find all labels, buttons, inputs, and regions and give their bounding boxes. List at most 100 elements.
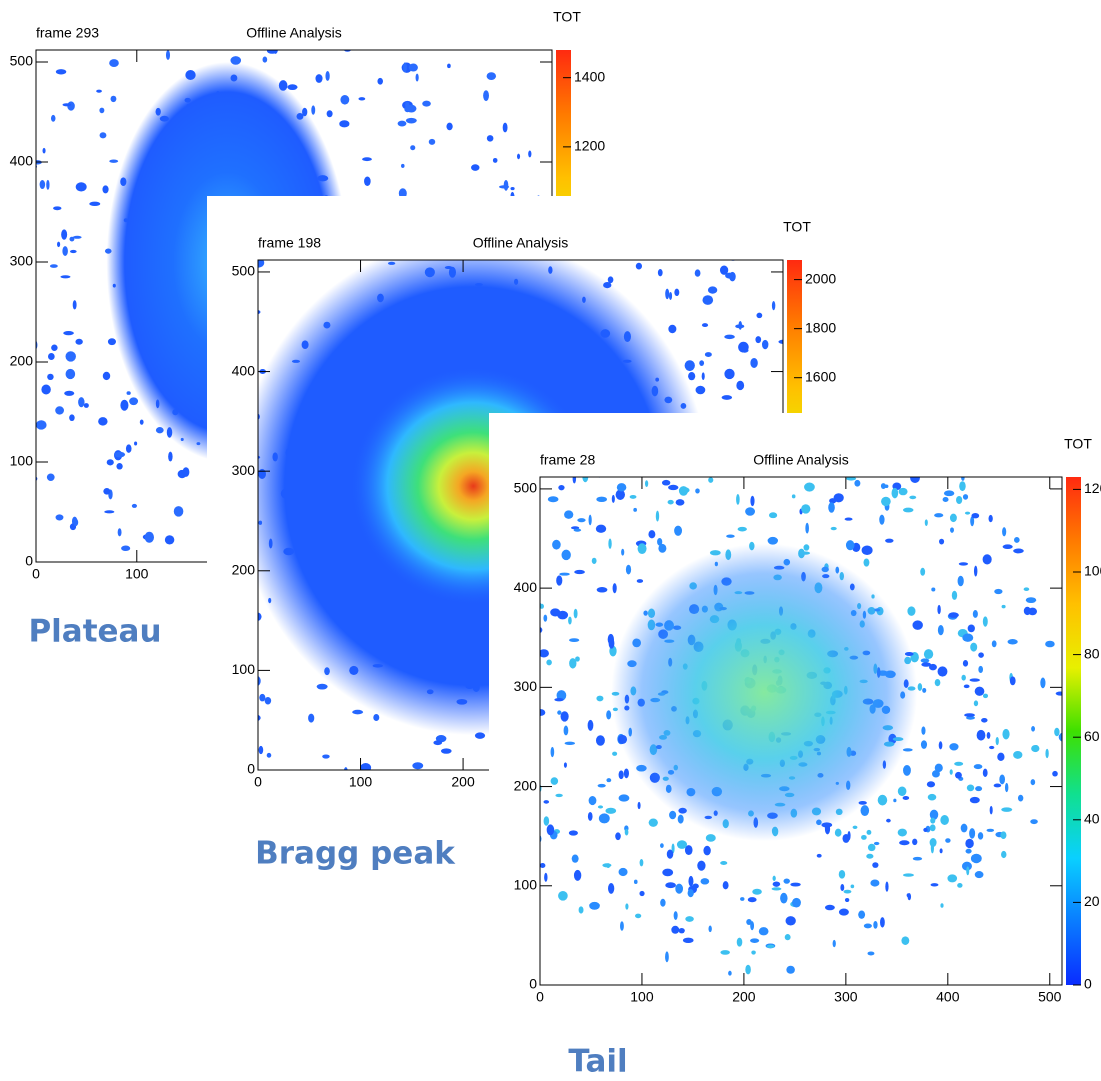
hit-cluster <box>608 276 614 283</box>
hit-cluster <box>517 154 520 160</box>
hit-cluster <box>317 684 328 690</box>
y-tick-label: 200 <box>514 777 538 793</box>
hit-cluster <box>994 589 1002 594</box>
hit-cluster <box>920 568 925 576</box>
y-tick-label: 500 <box>232 263 256 279</box>
y-tick-label: 0 <box>529 976 537 992</box>
hit-cluster <box>833 940 836 947</box>
hit-cluster <box>708 286 717 293</box>
hit-cluster <box>325 71 329 81</box>
hit-cluster <box>51 344 57 350</box>
hit-cluster <box>943 497 949 502</box>
z-tick-label: 1600 <box>805 368 836 384</box>
hit-cluster <box>412 762 423 769</box>
hit-cluster <box>606 778 611 782</box>
hit-cluster <box>1002 605 1006 608</box>
hit-cluster <box>959 481 966 491</box>
hit-cluster <box>697 861 705 871</box>
hit-cluster <box>660 843 664 848</box>
hit-cluster <box>983 769 988 777</box>
hit-cluster <box>925 519 928 526</box>
hit-cluster <box>934 513 943 517</box>
hit-cluster <box>166 50 170 60</box>
hit-cluster <box>708 477 713 483</box>
hit-cluster <box>724 369 734 379</box>
hit-cluster <box>752 889 762 895</box>
hit-cluster <box>750 496 754 506</box>
hit-cluster <box>142 592 147 597</box>
hit-cluster <box>967 785 974 792</box>
hit-cluster <box>839 909 849 916</box>
hit-cluster <box>739 321 743 330</box>
z-tick-label: 0 <box>1084 976 1092 992</box>
hit-cluster <box>780 893 787 904</box>
hit-cluster <box>114 452 125 458</box>
y-tick-label: 0 <box>247 761 255 777</box>
y-tick-label: 500 <box>10 53 34 69</box>
hit-cluster <box>921 740 927 749</box>
hit-cluster <box>579 906 584 913</box>
hit-cluster <box>615 832 621 840</box>
hit-cluster <box>84 403 89 408</box>
hit-cluster <box>700 878 709 884</box>
hit-cluster <box>416 74 419 82</box>
hit-cluster <box>100 132 107 138</box>
hit-cluster <box>116 463 122 470</box>
hit-cluster <box>903 796 910 800</box>
hit-cluster <box>550 608 560 616</box>
hit-cluster <box>950 514 957 523</box>
hit-cluster <box>47 374 54 380</box>
hit-cluster <box>938 625 944 635</box>
hit-cluster <box>868 844 876 851</box>
hit-cluster <box>168 452 172 462</box>
hit-cluster <box>1018 795 1023 802</box>
hit-cluster <box>665 882 676 888</box>
hit-cluster <box>989 746 994 749</box>
hit-cluster <box>40 180 46 189</box>
hit-cluster <box>259 694 265 702</box>
hit-cluster <box>145 532 154 543</box>
hit-cluster <box>615 170 622 178</box>
y-tick-label: 500 <box>514 480 538 496</box>
hit-cluster <box>930 818 935 824</box>
hit-cluster <box>873 921 877 929</box>
hit-cluster <box>945 838 950 843</box>
hit-cluster <box>746 919 752 925</box>
hit-cluster <box>928 794 937 801</box>
hit-cluster <box>935 679 941 686</box>
hit-cluster <box>480 809 488 812</box>
hit-cluster <box>901 936 909 945</box>
hit-cluster <box>720 950 730 955</box>
hit-cluster <box>978 832 983 839</box>
hit-cluster <box>168 637 179 643</box>
hit-cluster <box>598 805 603 808</box>
hit-cluster <box>912 839 917 845</box>
hit-cluster <box>598 784 606 788</box>
hit-cluster <box>1031 726 1035 732</box>
hit-cluster <box>561 550 570 561</box>
hit-cluster <box>564 726 569 736</box>
hit-cluster <box>786 916 796 925</box>
hit-cluster <box>263 57 268 63</box>
caption: Tail <box>568 1044 627 1080</box>
hit-cluster <box>751 950 756 954</box>
x-tick-label: 0 <box>536 989 544 1005</box>
hit-cluster <box>188 640 195 651</box>
hit-cluster <box>127 391 131 395</box>
hit-cluster <box>878 795 888 806</box>
hit-cluster <box>638 543 647 554</box>
hit-cluster <box>828 502 835 513</box>
hit-cluster <box>109 159 118 162</box>
hit-cluster <box>102 185 108 193</box>
hit-cluster <box>446 123 452 131</box>
hit-cluster <box>862 546 873 556</box>
hit-cluster <box>737 938 743 947</box>
hit-cluster <box>543 800 549 804</box>
hit-cluster <box>183 467 190 477</box>
hit-cluster <box>565 742 575 745</box>
hit-cluster <box>589 515 592 526</box>
hit-cluster <box>923 828 927 832</box>
hit-cluster <box>104 510 114 513</box>
hit-cluster <box>805 523 809 534</box>
hit-cluster <box>177 586 183 594</box>
